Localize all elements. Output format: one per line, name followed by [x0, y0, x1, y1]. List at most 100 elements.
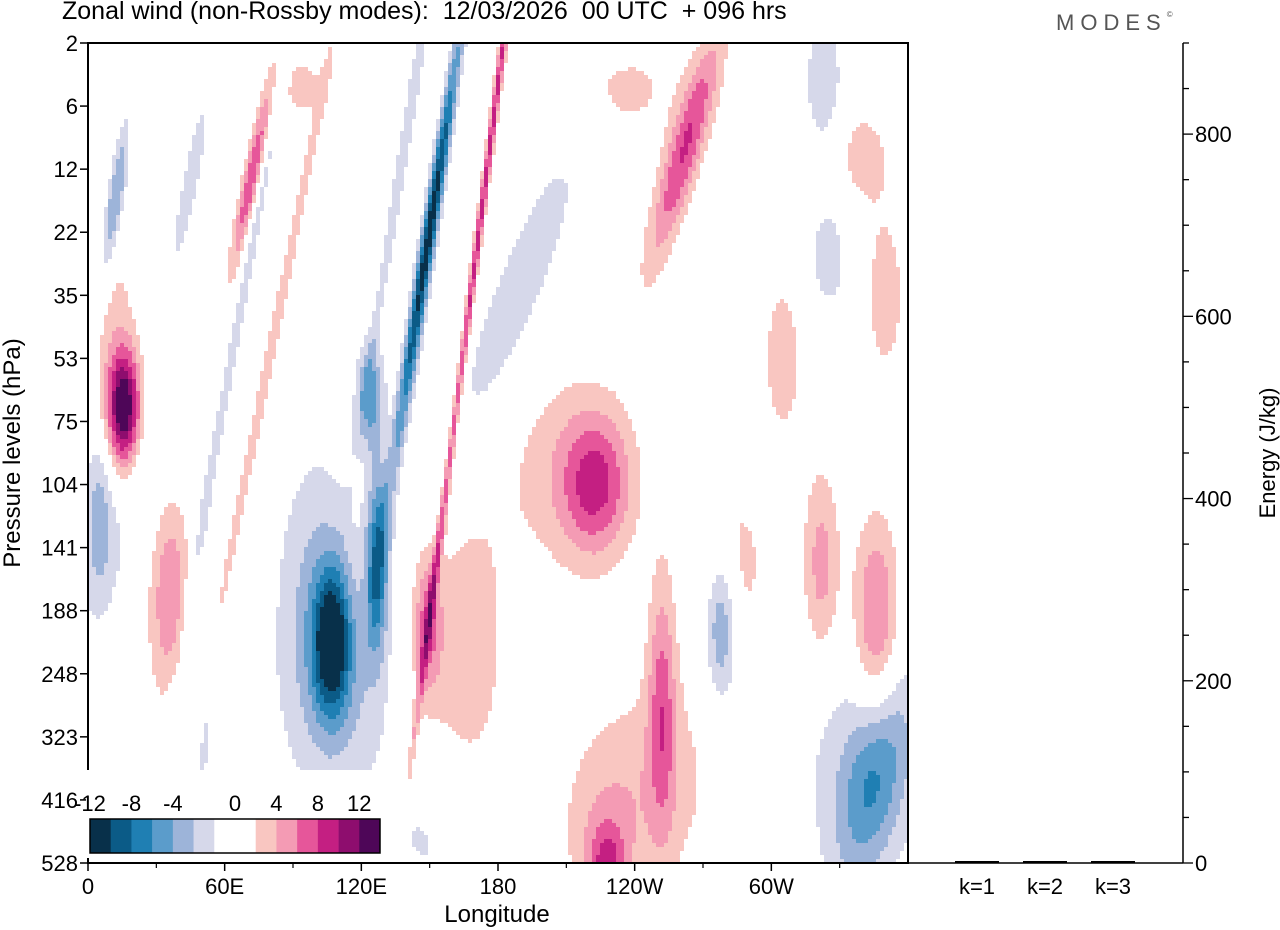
field-cell: [856, 619, 864, 623]
field-cell: [344, 655, 348, 659]
field-cell: [408, 767, 412, 771]
field-cell: [808, 607, 836, 611]
field-cell: [344, 535, 364, 539]
field-cell: [812, 43, 836, 47]
field-cell: [420, 599, 424, 603]
field-cell: [840, 763, 852, 767]
field-cell: [492, 299, 536, 303]
field-cell: [308, 671, 312, 675]
field-cell: [152, 647, 164, 651]
field-cell: [116, 435, 120, 439]
field-cell: [692, 75, 716, 79]
field-cell: [492, 95, 500, 99]
field-cell: [252, 135, 256, 139]
field-cell: [108, 179, 112, 183]
field-cell: [396, 379, 400, 383]
field-cell: [368, 559, 372, 563]
field-cell: [280, 559, 304, 563]
field-cell: [576, 475, 608, 479]
field-cell: [460, 59, 464, 63]
field-cell: [392, 535, 396, 539]
field-cell: [160, 523, 184, 527]
field-cell: [640, 799, 656, 803]
field-cell: [652, 695, 668, 699]
field-cell: [856, 563, 868, 567]
field-cell: [284, 723, 308, 727]
field-cell: [880, 783, 892, 787]
field-cell: [224, 371, 232, 375]
field-cell: [88, 579, 116, 583]
field-cell: [112, 291, 128, 295]
field-cell: [392, 435, 396, 439]
field-cell: [556, 515, 572, 519]
field-cell: [312, 107, 324, 111]
field-cell: [440, 127, 444, 131]
field-cell: [584, 507, 600, 511]
field-cell: [108, 415, 112, 419]
field-cell: [104, 567, 120, 571]
field-cell: [836, 771, 852, 775]
field-cell: [248, 211, 252, 215]
field-cell: [128, 359, 132, 363]
field-cell: [308, 543, 344, 547]
field-cell: [448, 447, 452, 451]
field-cell: [460, 67, 464, 71]
field-cell: [324, 63, 332, 67]
field-cell: [236, 311, 244, 315]
field-cell: [396, 175, 404, 179]
field-cell: [636, 699, 648, 703]
field-cell: [668, 783, 676, 787]
field-cell: [616, 455, 628, 459]
field-cell: [388, 499, 392, 503]
field-cell: [452, 455, 456, 459]
field-cell: [328, 731, 336, 735]
field-cell: [816, 475, 824, 479]
field-cell: [432, 263, 436, 267]
field-cell: [648, 627, 656, 631]
field-cell: [292, 223, 300, 227]
field-cell: [448, 487, 452, 491]
field-cell: [356, 651, 384, 655]
field-cell: [852, 831, 876, 835]
field-cell: [476, 259, 480, 263]
field-cell: [436, 123, 440, 127]
field-cell: [352, 575, 364, 579]
field-cell: [228, 251, 240, 255]
field-cell: [200, 523, 208, 527]
y-tick-label: 248: [41, 662, 78, 687]
field-cell: [668, 771, 676, 775]
field-cell: [204, 487, 212, 491]
field-cell: [336, 551, 348, 555]
field-cell: [444, 167, 448, 171]
field-cell: [272, 63, 276, 67]
field-cell: [528, 443, 556, 447]
field-cell: [392, 199, 400, 203]
field-cell: [636, 815, 644, 819]
field-cell: [444, 635, 496, 639]
field-cell: [444, 147, 448, 151]
field-cell: [100, 383, 104, 387]
field-cell: [804, 551, 812, 555]
field-cell: [480, 191, 488, 195]
field-cell: [176, 235, 184, 239]
field-cell: [880, 823, 896, 827]
field-cell: [412, 347, 416, 351]
field-cell: [848, 167, 884, 171]
field-cell: [380, 527, 384, 531]
field-cell: [628, 503, 640, 507]
field-cell: [316, 619, 320, 623]
field-cell: [108, 559, 120, 563]
field-cell: [244, 271, 252, 275]
field-cell: [300, 567, 312, 571]
field-cell: [400, 395, 408, 399]
field-cell: [356, 647, 372, 651]
field-cell: [580, 467, 608, 471]
field-cell: [580, 435, 604, 439]
field-cell: [428, 183, 432, 187]
field-cell: [440, 599, 496, 603]
field-cell: [444, 643, 496, 647]
field-cell: [152, 643, 160, 647]
field-cell: [204, 475, 216, 479]
field-cell: [112, 435, 116, 439]
field-cell: [696, 87, 708, 91]
